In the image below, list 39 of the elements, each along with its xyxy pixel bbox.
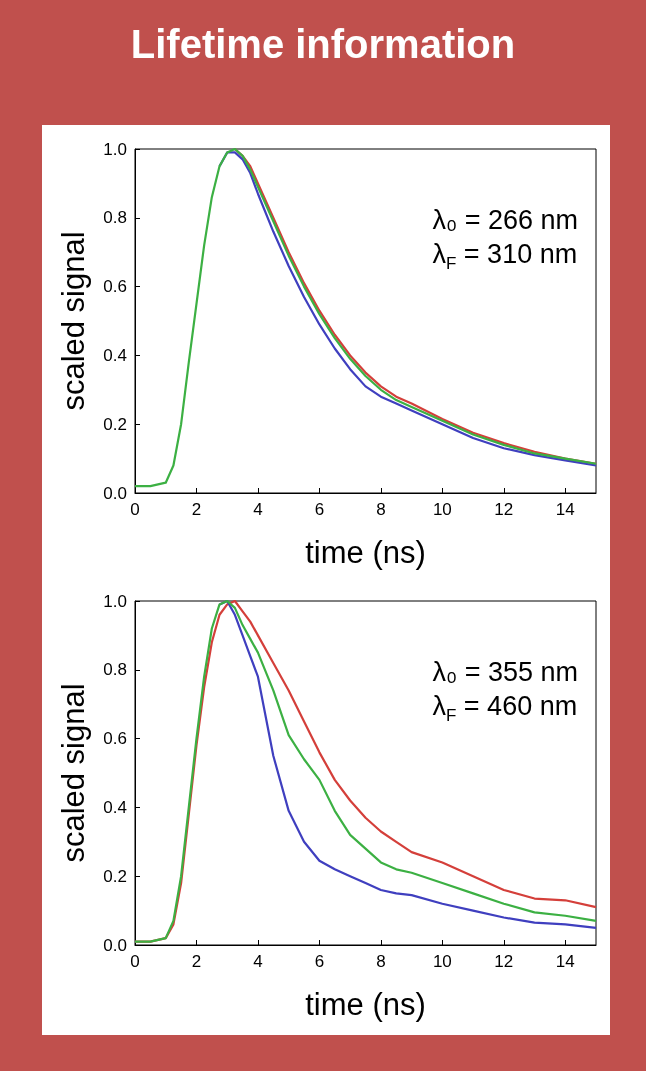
y-tick-label: 0.4 — [103, 797, 127, 817]
y-tick-label: 1.0 — [103, 139, 127, 159]
x-tick-label: 14 — [555, 952, 575, 971]
y-tick-label: 0.6 — [103, 729, 127, 749]
y-tick-label: 0.2 — [103, 866, 127, 886]
y-axis-title: scaled signal — [56, 683, 91, 863]
y-tick-label: 1.0 — [103, 591, 127, 611]
y-tick-label: 0.0 — [103, 935, 127, 955]
x-tick-label: 0 — [130, 952, 140, 971]
x-tick-label: 2 — [191, 952, 202, 971]
line-series — [133, 599, 598, 943]
x-tick-label: 12 — [494, 500, 514, 519]
annotation: λ$_{F}$ = 310 nm — [432, 239, 578, 274]
annotation: λ$_{F}$ = 460 nm — [432, 691, 578, 726]
x-tick-label: 6 — [314, 500, 325, 519]
y-tick-label: 0.0 — [103, 483, 127, 503]
annotation: λ₀ = 355 nm — [432, 657, 578, 687]
y-tick-label: 0.2 — [103, 414, 127, 434]
x-tick-label: 10 — [432, 500, 452, 519]
y-tick-label: 0.8 — [103, 660, 127, 680]
x-tick-label: 10 — [432, 952, 452, 971]
x-tick-label: 14 — [555, 500, 575, 519]
y-tick-label: 0.8 — [103, 208, 127, 228]
x-tick-label: 0 — [130, 500, 140, 519]
x-tick-label: 4 — [253, 500, 263, 519]
x-tick-label: 12 — [494, 952, 514, 971]
x-tick-label: 6 — [314, 952, 325, 971]
line-series — [133, 147, 598, 488]
x-axis-title: time (ns) — [305, 535, 426, 570]
y-tick-label: 0.6 — [103, 277, 127, 297]
chart-title: Lifetime information — [129, 22, 517, 67]
annotation: λ₀ = 266 nm — [432, 205, 578, 235]
x-tick-label: 2 — [191, 500, 202, 519]
y-axis-title: scaled signal — [56, 231, 91, 411]
x-tick-label: 8 — [376, 952, 386, 971]
y-tick-label: 0.4 — [103, 345, 127, 365]
x-tick-label: 4 — [253, 952, 263, 971]
x-axis-title: time (ns) — [305, 987, 426, 1022]
x-tick-label: 8 — [376, 500, 386, 519]
